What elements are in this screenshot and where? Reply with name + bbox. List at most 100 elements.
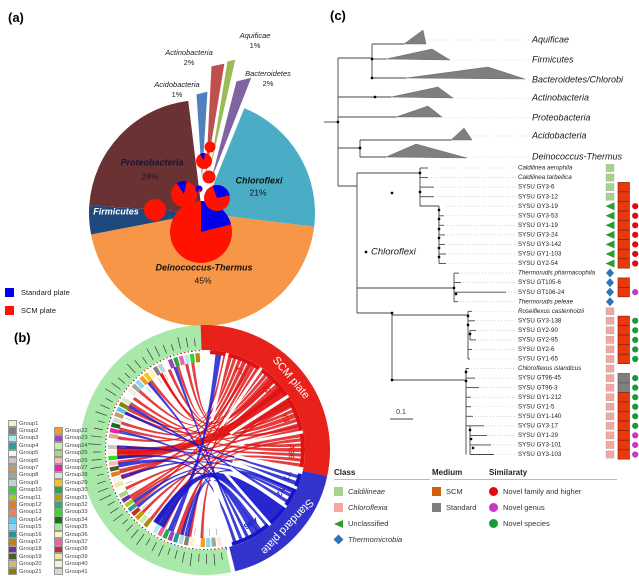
group-block <box>162 529 170 539</box>
class-triangle-marker <box>605 240 615 249</box>
diamond-legend-marker <box>333 534 344 545</box>
group-block <box>167 358 176 369</box>
circle-legend-marker <box>489 519 498 528</box>
similarity-dot-marker <box>632 250 639 258</box>
group-legend-item: Group1 <box>8 419 42 428</box>
class-triangle-marker <box>605 259 615 268</box>
pie-slice-pct: 21% <box>249 187 266 197</box>
medium-square-marker <box>617 258 630 269</box>
group-legend-item: Group31 <box>54 493 88 502</box>
plate-legend-item: Standard plate <box>5 283 70 301</box>
group-block <box>118 490 129 498</box>
group-legend-swatch <box>54 567 63 576</box>
sample-label-mark <box>95 411 107 416</box>
segment-spoke <box>234 454 303 472</box>
legend-item-label: Thermomicrobia <box>348 535 403 544</box>
group-legend-label: Group9 <box>19 479 39 486</box>
taxon-label: SYSU GY1-212 <box>518 394 562 401</box>
medium-legend: Medium SCM Standard <box>432 468 494 512</box>
group-legend-item: Group26 <box>54 456 88 465</box>
square-legend-marker <box>432 503 441 512</box>
class-diamond-marker <box>606 278 614 288</box>
group-legend-swatch <box>54 552 63 561</box>
pie-slice-label: Firmicutes <box>93 206 139 216</box>
group-legend-item: Group5 <box>8 449 42 458</box>
clade-label: Deinococcus-Thermus <box>532 151 623 161</box>
inner-label-mark <box>119 439 127 441</box>
medium-legend-title: Medium <box>432 468 494 480</box>
inner-label-mark <box>147 508 153 515</box>
group-block <box>124 498 135 508</box>
group-legend-label: Group16 <box>19 531 42 538</box>
sample-label-mark <box>154 346 161 357</box>
group-legend-item: Group37 <box>54 538 88 546</box>
pie-exploded-pct: 1% <box>250 41 261 50</box>
medium-square-marker <box>617 229 630 240</box>
similarity-dot-marker <box>632 375 639 382</box>
node-support-dot <box>336 120 340 124</box>
inner-label-mark <box>141 503 148 509</box>
mini-pie <box>204 141 216 153</box>
inner-label-mark <box>164 373 169 381</box>
sample-label-mark <box>90 466 103 469</box>
taxon-label: Roseiflexus castenholzii <box>518 308 585 315</box>
mini-pie-blue-wedge <box>201 201 232 232</box>
taxon-label: SYSU GT106-24 <box>518 289 565 296</box>
legend-item: Thermomicrobia <box>333 534 430 545</box>
medium-square-marker <box>617 248 630 259</box>
group-legend-swatch <box>8 493 17 502</box>
group-legend-label: Group28 <box>65 472 88 479</box>
class-square-marker <box>605 192 615 201</box>
group-legend-item: Group18 <box>8 545 42 554</box>
sample-label-mark <box>162 344 167 354</box>
sample-label-mark <box>189 553 193 567</box>
group-block <box>178 355 185 366</box>
group-legend-swatch <box>8 419 17 428</box>
group-legend-label: Group2 <box>19 428 39 435</box>
group-legend-item: Group33 <box>54 508 88 517</box>
group-block <box>114 411 125 420</box>
triangle-legend-marker <box>334 519 343 528</box>
sample-label-mark <box>100 404 110 410</box>
pie-exploded-pct: 2% <box>263 79 274 88</box>
taxon-label: SYSU GY2-54 <box>518 260 558 267</box>
group-legend-item: Group14 <box>8 516 42 524</box>
legend-item-label: Novel family and higher <box>503 487 582 496</box>
sample-label-mark <box>122 519 128 525</box>
group-legend-label: Group32 <box>65 501 88 508</box>
group-block <box>121 494 132 503</box>
chord-ribbon <box>117 386 292 460</box>
class-square-marker <box>605 441 615 449</box>
taxon-label: Caldilinea tarbellica <box>518 174 572 181</box>
class-square-marker <box>605 393 615 401</box>
pie-slice-pct: 45% <box>194 275 211 285</box>
chloroflexi-label: Chloroflexi <box>371 247 417 258</box>
sample-label-mark <box>134 360 142 369</box>
circle-legend-marker <box>489 503 498 512</box>
legend-item: Novel genus <box>489 503 617 512</box>
sample-label-mark <box>171 344 174 351</box>
taxon-label: SYSU GY3-19 <box>518 203 558 210</box>
similarity-dot-marker <box>632 394 639 401</box>
mini-pie-blue-wedge <box>212 185 230 198</box>
sample-label-mark <box>194 338 196 347</box>
similarity-dot-marker <box>632 212 639 219</box>
node-support-dot <box>370 76 374 80</box>
mini-pie <box>202 170 216 184</box>
medium-square-marker <box>617 334 630 345</box>
scm-root-band <box>210 350 305 468</box>
class-square-marker <box>605 355 615 363</box>
sample-label-mark <box>97 420 105 423</box>
group-legend-swatch <box>8 508 17 517</box>
class-diamond-marker <box>606 297 614 307</box>
group-legend-swatch <box>54 434 63 443</box>
pie-slice-label: Proteobacteria <box>120 157 183 167</box>
panel-a-letter: (a) <box>8 10 24 25</box>
sample-label-mark <box>105 398 113 403</box>
sample-label-mark <box>107 501 115 506</box>
group-legend-item: Group9 <box>8 479 42 487</box>
chord-ribbon <box>141 458 302 514</box>
sample-label-mark <box>90 435 102 438</box>
outer-arc <box>228 470 328 572</box>
